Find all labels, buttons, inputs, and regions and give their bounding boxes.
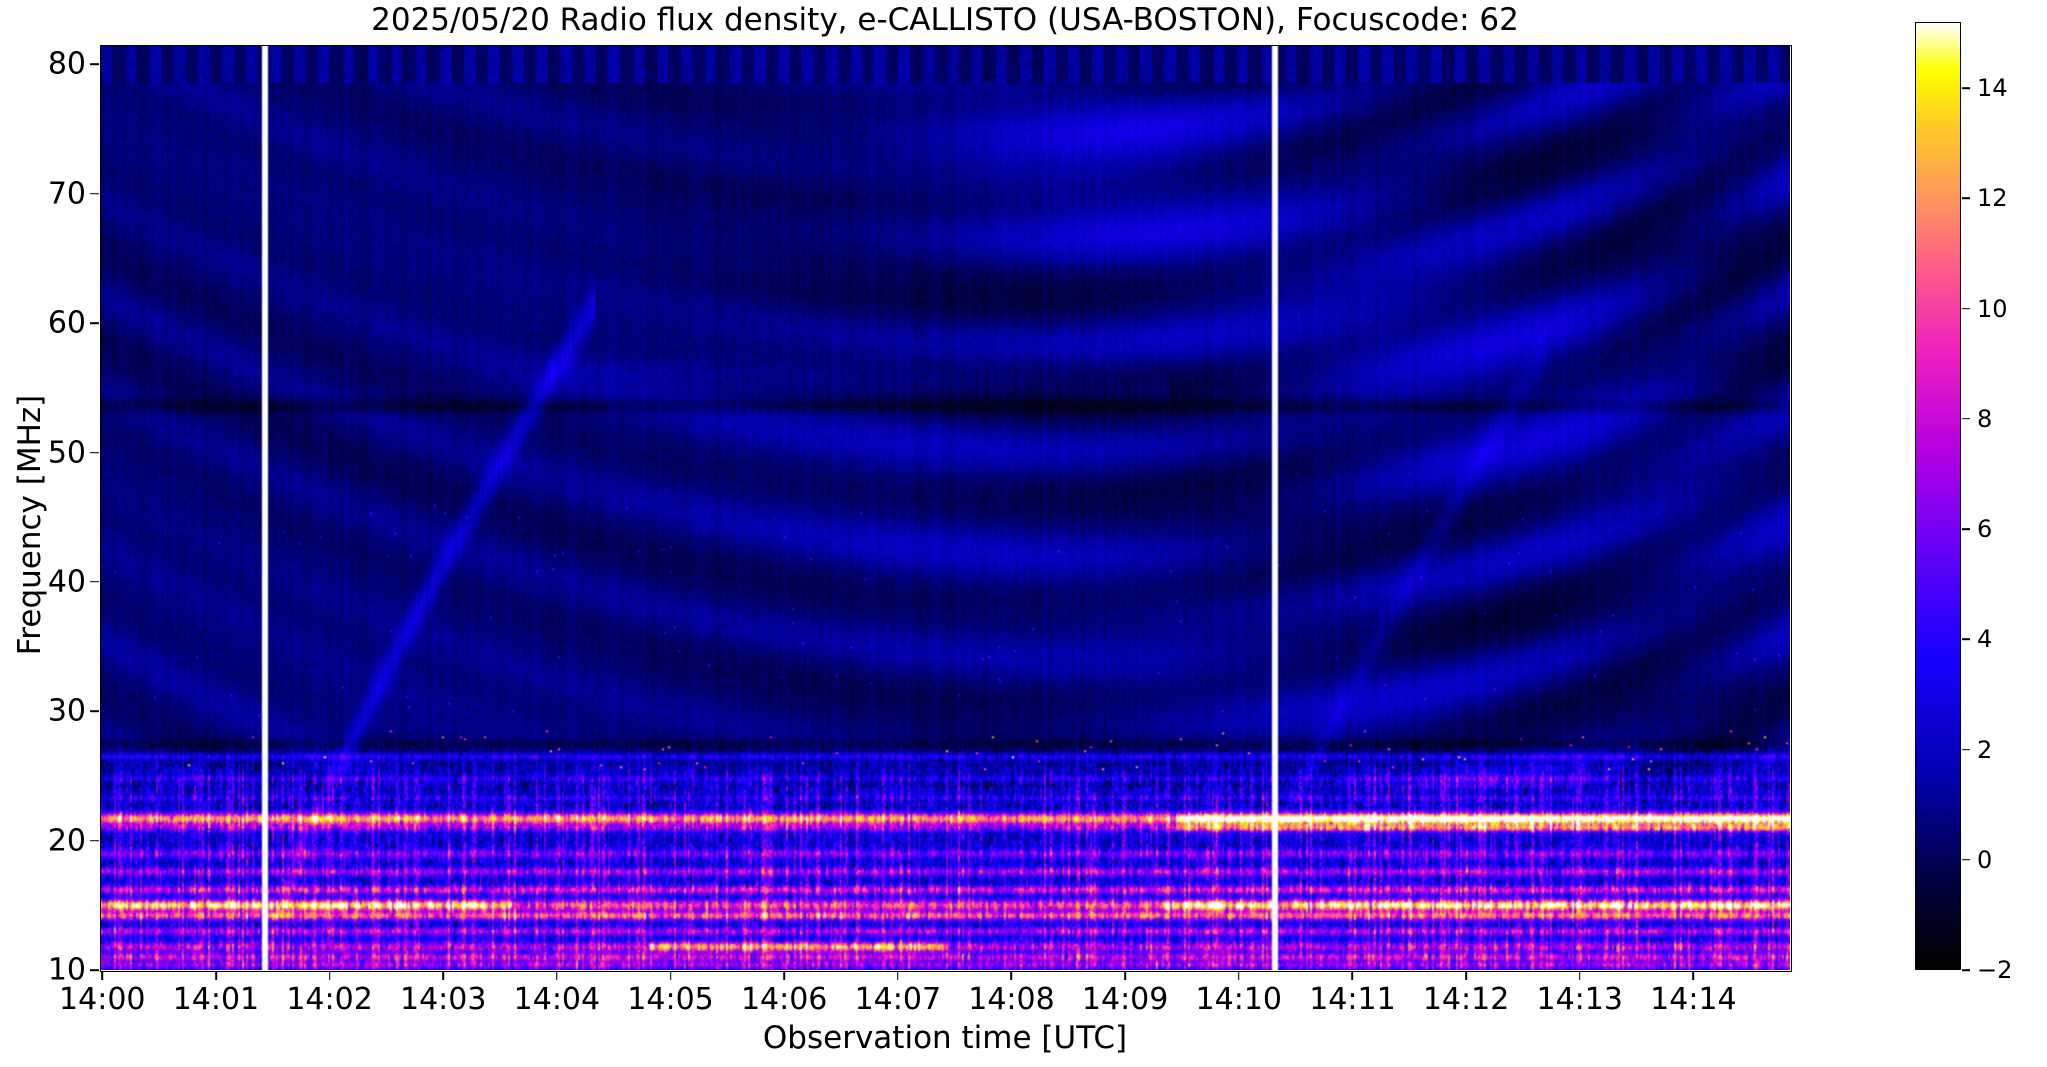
x-tick-label: 14:14 [1650, 982, 1737, 1017]
colorbar-tick-mark [1962, 858, 1970, 861]
colorbar-tick-label: −2 [1977, 956, 2013, 984]
x-tick-label: 14:10 [1195, 982, 1283, 1017]
colorbar-tick-label: 4 [1977, 625, 1993, 654]
x-tick-label: 14:02 [286, 982, 373, 1017]
x-tick-label: 14:07 [854, 982, 942, 1017]
y-tick-mark [90, 192, 99, 195]
y-tick-label: 40 [47, 564, 86, 600]
x-tick-mark [1010, 971, 1013, 980]
x-tick-label: 14:08 [968, 982, 1055, 1017]
x-tick-mark [101, 971, 104, 980]
x-tick-mark [783, 971, 785, 980]
x-tick-label: 14:12 [1422, 982, 1510, 1017]
x-tick-mark [556, 971, 558, 980]
colorbar[interactable] [1915, 22, 1961, 970]
y-tick-mark [90, 969, 99, 971]
x-tick-mark [897, 971, 899, 980]
colorbar-tick-mark [1962, 307, 1970, 310]
colorbar-tick-mark [1962, 197, 1970, 200]
x-tick-mark [442, 971, 445, 980]
x-tick-label: 14:09 [1081, 982, 1169, 1017]
y-tick-label: 20 [47, 823, 86, 859]
y-tick-label: 10 [47, 952, 86, 988]
colorbar-tick-mark [1962, 528, 1970, 530]
colorbar-tick-mark [1962, 638, 1970, 641]
colorbar-tick-label: 14 [1977, 74, 2008, 103]
colorbar-gradient [1916, 23, 1960, 969]
colorbar-tick-mark [1962, 418, 1970, 420]
y-axis-label: Frequency [MHz] [12, 394, 48, 656]
y-tick-mark [90, 581, 99, 583]
y-tick-label: 80 [47, 46, 86, 82]
x-tick-mark [1351, 971, 1354, 980]
colorbar-tick-mark [1962, 748, 1970, 751]
colorbar-tick-label: 12 [1977, 184, 2008, 213]
x-tick-mark [1465, 971, 1467, 980]
y-tick-label: 30 [47, 693, 86, 729]
y-tick-label: 50 [47, 435, 86, 471]
colorbar-tick-label: 6 [1977, 515, 1993, 544]
spectrogram-image [100, 45, 1790, 970]
y-tick-label: 60 [47, 305, 86, 341]
x-tick-label: 14:05 [627, 982, 714, 1017]
colorbar-tick-label: 0 [1977, 845, 1993, 874]
y-tick-mark [90, 63, 99, 66]
x-axis-label: Observation time [UTC] [762, 1020, 1128, 1056]
x-tick-mark [1237, 971, 1240, 980]
x-tick-label: 14:04 [513, 982, 601, 1017]
x-tick-mark [1578, 971, 1581, 980]
chart-title: 2025/05/20 Radio flux density, e-CALLIST… [371, 2, 1519, 38]
colorbar-tick-mark [1962, 87, 1970, 89]
x-tick-mark [328, 971, 331, 980]
x-tick-label: 14:06 [740, 982, 828, 1017]
x-tick-mark [1692, 971, 1695, 980]
x-tick-mark [1124, 971, 1126, 980]
x-tick-mark [215, 971, 217, 980]
y-tick-mark [90, 451, 99, 454]
y-tick-mark [90, 839, 99, 842]
colorbar-tick-label: 10 [1977, 294, 2008, 323]
y-tick-label: 70 [47, 176, 86, 212]
x-tick-label: 14:01 [172, 982, 260, 1017]
x-tick-label: 14:00 [59, 982, 146, 1017]
x-tick-mark [669, 971, 672, 980]
colorbar-tick-mark [1962, 969, 1970, 971]
x-tick-label: 14:03 [399, 982, 487, 1017]
y-tick-mark [90, 322, 99, 324]
colorbar-tick-label: 2 [1977, 735, 1993, 764]
colorbar-tick-label: 8 [1977, 404, 1993, 433]
x-tick-label: 14:13 [1536, 982, 1623, 1017]
spectrogram-plot-area[interactable] [100, 45, 1790, 970]
x-tick-label: 14:11 [1309, 982, 1396, 1017]
y-tick-mark [90, 710, 99, 713]
